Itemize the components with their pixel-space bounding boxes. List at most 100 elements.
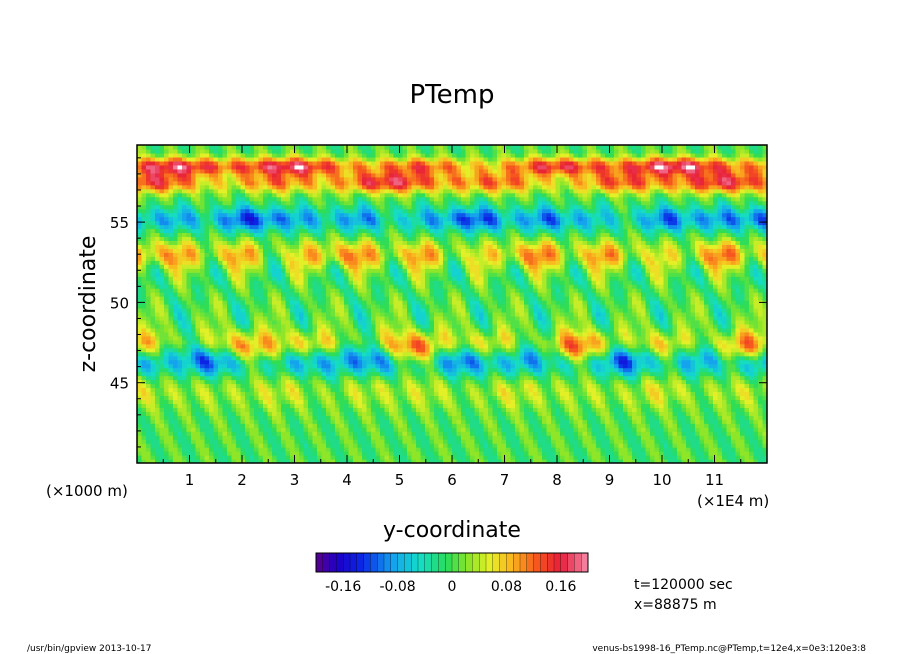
- heatmap-cell: [636, 435, 642, 440]
- heatmap-cell: [488, 447, 494, 452]
- heatmap-cell: [564, 331, 570, 337]
- heatmap-cell: [411, 455, 417, 460]
- heatmap-cell: [209, 351, 215, 357]
- heatmap-cell: [267, 403, 273, 408]
- heatmap-cell: [551, 343, 557, 349]
- heatmap-cell: [713, 391, 719, 397]
- heatmap-cell: [267, 319, 273, 325]
- heatmap-cell: [204, 331, 210, 337]
- heatmap-cell: [533, 331, 539, 337]
- heatmap-cell: [596, 447, 602, 452]
- heatmap-cell: [465, 359, 471, 365]
- heatmap-cell: [434, 391, 440, 397]
- heatmap-cell: [749, 379, 755, 385]
- heatmap-cell: [227, 347, 233, 353]
- heatmap-cell: [560, 459, 566, 463]
- heatmap-cell: [186, 335, 192, 341]
- heatmap-cell: [708, 435, 714, 440]
- heatmap-cell: [159, 451, 165, 456]
- heatmap-cell: [740, 443, 746, 448]
- heatmap-cell: [272, 375, 278, 381]
- heatmap-cell: [159, 379, 165, 385]
- heatmap-cell: [699, 371, 705, 377]
- heatmap-cell: [308, 455, 314, 460]
- heatmap-cell: [465, 423, 471, 428]
- heatmap-cell: [303, 435, 309, 440]
- heatmap-cell: [533, 323, 539, 329]
- heatmap-cell: [740, 455, 746, 460]
- heatmap-cell: [164, 383, 170, 389]
- heatmap-cell: [389, 395, 395, 401]
- heatmap-cell: [362, 455, 368, 460]
- heatmap-cell: [330, 331, 336, 337]
- heatmap-cell: [272, 411, 278, 416]
- heatmap-cell: [299, 355, 305, 361]
- heatmap-cell: [281, 371, 287, 377]
- heatmap-cell: [474, 415, 480, 420]
- heatmap-cell: [749, 459, 755, 463]
- heatmap-cell: [609, 435, 615, 440]
- heatmap-cell: [479, 431, 485, 436]
- heatmap-cell: [560, 343, 566, 349]
- heatmap-cell: [492, 355, 498, 361]
- heatmap-cell: [461, 335, 467, 341]
- heatmap-cell: [173, 383, 179, 389]
- heatmap-cell: [762, 439, 767, 444]
- heatmap-cell: [681, 327, 687, 333]
- heatmap-cell: [546, 439, 552, 444]
- heatmap-cell: [474, 339, 480, 345]
- heatmap-cell: [456, 331, 462, 337]
- heatmap-cell: [623, 459, 629, 463]
- heatmap-cell: [668, 435, 674, 440]
- heatmap-cell: [177, 327, 183, 333]
- heatmap-cell: [618, 379, 624, 385]
- heatmap-cell: [249, 459, 255, 463]
- heatmap-cell: [564, 319, 570, 325]
- heatmap-cell: [254, 403, 260, 408]
- heatmap-cell: [578, 335, 584, 341]
- heatmap-cell: [384, 419, 390, 424]
- heatmap-cell: [312, 355, 318, 361]
- heatmap-cell: [222, 375, 228, 381]
- heatmap-cell: [141, 327, 147, 333]
- heatmap-cell: [627, 327, 633, 333]
- heatmap-cell: [537, 359, 543, 365]
- heatmap-cell: [641, 403, 647, 408]
- heatmap-cell: [492, 363, 498, 369]
- heatmap-cell: [483, 359, 489, 365]
- heatmap-cell: [753, 403, 759, 408]
- heatmap-cell: [186, 431, 192, 436]
- heatmap-cell: [627, 387, 633, 393]
- heatmap-cell: [254, 419, 260, 424]
- heatmap-cell: [564, 435, 570, 440]
- heatmap-cell: [398, 339, 404, 345]
- heatmap-cell: [744, 399, 750, 404]
- heatmap-cell: [501, 351, 507, 357]
- heatmap-cell: [591, 339, 597, 345]
- heatmap-cell: [614, 407, 620, 412]
- heatmap-cell: [141, 435, 147, 440]
- heatmap-cell: [303, 427, 309, 432]
- heatmap-cell: [749, 435, 755, 440]
- heatmap-cell: [564, 327, 570, 333]
- heatmap-cell: [596, 331, 602, 337]
- heatmap-cell: [380, 367, 386, 373]
- heatmap-cell: [227, 387, 233, 393]
- heatmap-cell: [713, 403, 719, 408]
- heatmap-cell: [326, 447, 332, 452]
- heatmap-cell: [452, 323, 458, 329]
- heatmap-cell: [326, 319, 332, 325]
- heatmap-cell: [249, 371, 255, 377]
- heatmap-cell: [416, 395, 422, 401]
- heatmap-cell: [222, 351, 228, 357]
- heatmap-cell: [425, 447, 431, 452]
- heatmap-cell: [555, 451, 561, 456]
- heatmap-cell: [758, 427, 764, 432]
- heatmap-cell: [380, 347, 386, 353]
- heatmap-cell: [542, 379, 548, 385]
- heatmap-cell: [578, 451, 584, 456]
- heatmap-cell: [299, 459, 305, 463]
- heatmap-cell: [488, 379, 494, 385]
- heatmap-cell: [182, 435, 188, 440]
- heatmap-cell: [362, 367, 368, 373]
